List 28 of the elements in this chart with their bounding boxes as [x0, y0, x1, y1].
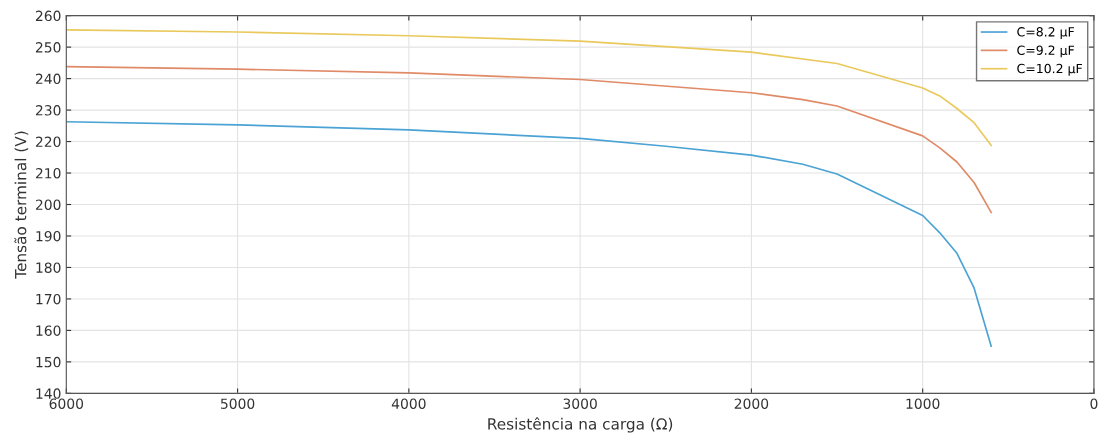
legend-label: C=10.2 µF — [1017, 63, 1082, 76]
y-tick-label: 240 — [35, 73, 61, 85]
y-tick-label: 150 — [36, 356, 61, 368]
x-tick-label: 6000 — [49, 398, 84, 409]
y-tick-label: 190 — [36, 230, 61, 242]
y-tick-label: 180 — [36, 262, 61, 273]
y-tick-label: 210 — [35, 167, 61, 179]
line-series — [66, 28, 993, 147]
legend-label: C=8.2 µF — [1017, 27, 1075, 39]
y-tick-label: 230 — [35, 105, 61, 116]
y-tick-label: 260 — [35, 10, 61, 22]
y-tick-label: 200 — [35, 199, 61, 210]
line-series — [66, 120, 993, 347]
x-tick-label: 5000 — [220, 398, 255, 409]
x-tick-label: 2000 — [734, 398, 769, 409]
line-series — [66, 65, 993, 214]
x-axis-title: Resistência na carga (Ω) — [488, 417, 673, 433]
y-axis-title: Tensão terminal (V) — [14, 131, 29, 279]
x-tick-label: 0 — [1090, 398, 1098, 409]
x-tick-label: 1000 — [906, 398, 940, 409]
y-tick-label: 140 — [36, 388, 61, 399]
x-tick-label: 3000 — [563, 398, 597, 409]
legend-label: C=9.2 µF — [1017, 45, 1075, 58]
y-tick-label: 170 — [36, 293, 61, 305]
y-tick-label: 160 — [36, 325, 61, 336]
y-tick-label: 220 — [35, 136, 61, 148]
y-tick-label: 250 — [35, 42, 61, 53]
x-tick-label: 4000 — [391, 398, 426, 409]
